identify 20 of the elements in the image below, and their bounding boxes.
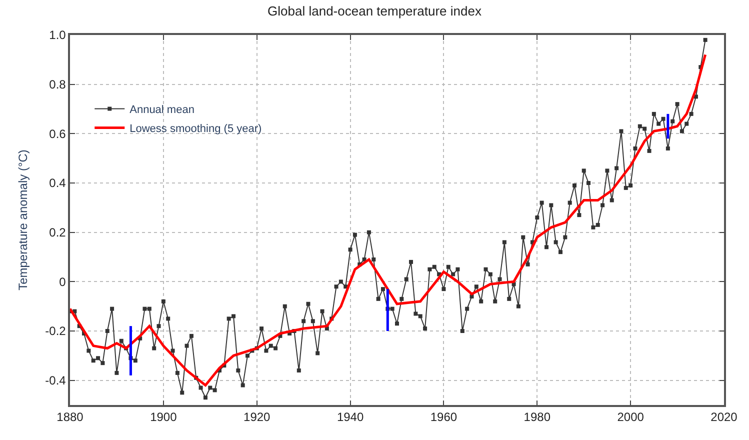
legend-label: Lowess smoothing (5 year) [130, 122, 262, 135]
y-tick-label: -0.2 [45, 324, 66, 338]
x-tick-label: 1960 [430, 410, 458, 424]
y-tick-label: 0 [59, 274, 66, 289]
y-tick-label: 0.6 [49, 126, 66, 141]
y-tick-label: 0.8 [49, 78, 66, 92]
legend-label: Annual mean [130, 104, 194, 116]
x-tick-label: 1940 [336, 410, 364, 424]
x-tick-label: 1900 [150, 410, 178, 424]
y-axis-title: Temperature anomaly (°C) [16, 150, 30, 290]
y-tick-label: 0.2 [49, 226, 66, 240]
x-tick-label: 2020 [710, 410, 738, 424]
x-tick-label: 1920 [244, 410, 271, 424]
x-tick-label: 1880 [56, 410, 84, 424]
y-tick-label: -0.4 [45, 374, 66, 388]
chart-title: Global land-ocean temperature index [268, 4, 482, 19]
x-tick-label: 1980 [524, 410, 551, 424]
y-tick-label: 1.0 [49, 28, 66, 42]
y-tick-label: 0.4 [49, 176, 66, 190]
x-tick-label: 2000 [617, 410, 644, 424]
